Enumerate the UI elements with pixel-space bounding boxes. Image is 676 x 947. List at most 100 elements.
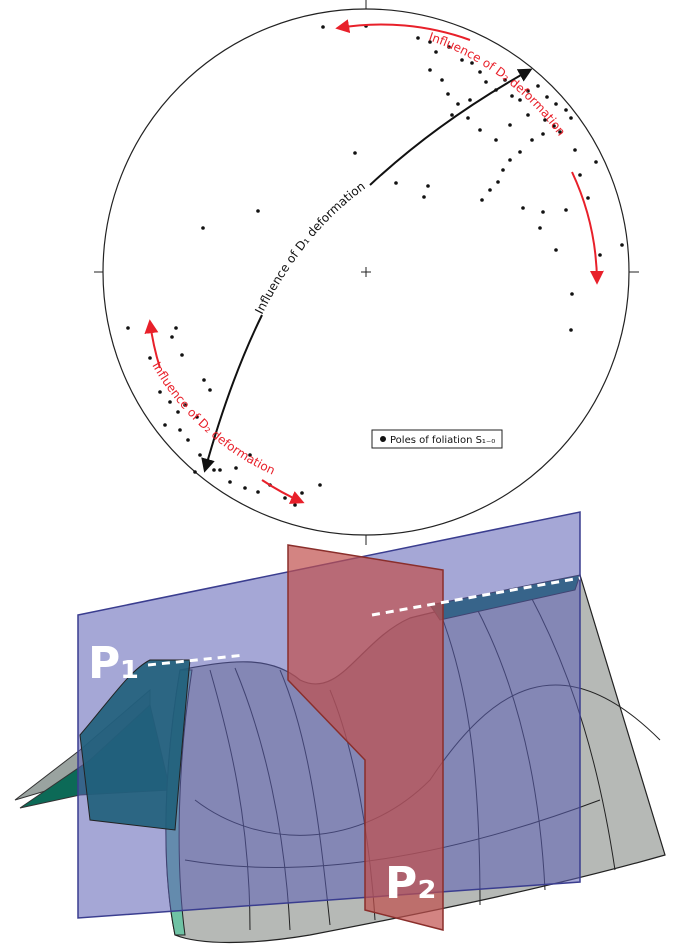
- hinge-line-p1: [147, 653, 246, 667]
- pole-point: [484, 80, 488, 84]
- hinge-line-p2: [371, 576, 581, 617]
- pole-point: [570, 292, 574, 296]
- pole-point: [569, 116, 573, 120]
- d2-arrow-upper-right: [571, 171, 604, 285]
- p2-label: P₂: [385, 858, 437, 909]
- d1-label: Influence of D₁ deformation: [252, 179, 368, 316]
- cardinal-ticks: [94, 0, 639, 545]
- pole-point: [468, 98, 472, 102]
- pole-point: [248, 453, 252, 457]
- pole-point: [318, 483, 322, 487]
- pole-point: [193, 470, 197, 474]
- pole-point: [478, 70, 482, 74]
- pole-point: [170, 335, 174, 339]
- pole-point: [543, 118, 547, 122]
- pole-point: [530, 138, 534, 142]
- pole-point: [518, 98, 522, 102]
- pole-point: [526, 113, 530, 117]
- pole-point: [480, 198, 484, 202]
- pole-point: [503, 78, 507, 82]
- p1-section: [79, 659, 191, 831]
- pole-point: [428, 68, 432, 72]
- pole-point: [183, 403, 187, 407]
- pole-points: [126, 24, 624, 507]
- pole-point: [552, 124, 556, 128]
- pole-point: [538, 226, 542, 230]
- pole-point: [428, 40, 432, 44]
- pole-point: [594, 160, 598, 164]
- d2-arrow-lower-right: [261, 479, 305, 504]
- pole-point: [283, 496, 287, 500]
- pole-point: [598, 253, 602, 257]
- pole-point: [620, 243, 624, 247]
- pole-point: [228, 480, 232, 484]
- d1-arrow-lower: [201, 314, 263, 473]
- pole-point: [510, 94, 514, 98]
- pole-point: [293, 503, 297, 507]
- pole-point: [321, 25, 325, 29]
- pole-point: [353, 151, 357, 155]
- pole-point: [573, 148, 577, 152]
- d2-label-lower: Influence of D₂ deformation: [149, 359, 277, 477]
- pole-point: [494, 138, 498, 142]
- pole-point: [478, 128, 482, 132]
- d2-arrow-lower-left: [144, 319, 161, 369]
- pole-point: [180, 353, 184, 357]
- pole-point: [558, 130, 562, 134]
- pole-point: [426, 184, 430, 188]
- pole-point: [536, 84, 540, 88]
- pole-point: [434, 50, 438, 54]
- pole-point: [176, 410, 180, 414]
- pole-point: [208, 388, 212, 392]
- stereonet: Influence of D₂ deformation Influence of…: [94, 0, 639, 545]
- pole-point: [541, 132, 545, 136]
- pole-point: [460, 58, 464, 62]
- pole-point: [450, 113, 454, 117]
- pole-point: [496, 180, 500, 184]
- pole-point: [521, 206, 525, 210]
- pole-point: [466, 116, 470, 120]
- d1-arrow-upper: [369, 68, 533, 186]
- pole-point: [501, 168, 505, 172]
- pole-point: [126, 326, 130, 330]
- pole-point: [554, 102, 558, 106]
- pole-point: [256, 490, 260, 494]
- pole-point: [470, 61, 474, 65]
- pole-point: [394, 181, 398, 185]
- pole-point: [518, 150, 522, 154]
- pole-point: [446, 92, 450, 96]
- pole-point: [456, 102, 460, 106]
- pole-point: [201, 226, 205, 230]
- block-diagram: P₁ P₂: [14, 511, 666, 944]
- pole-point: [564, 208, 568, 212]
- pole-point: [300, 491, 304, 495]
- p1-label: P₁: [88, 638, 140, 689]
- pole-point: [168, 400, 172, 404]
- plane-p2: [287, 544, 444, 931]
- legend-marker: [380, 436, 386, 442]
- pole-point: [198, 453, 202, 457]
- pole-point: [186, 438, 190, 442]
- pole-point: [440, 78, 444, 82]
- pole-point: [541, 210, 545, 214]
- d2-arrow-upper-left: [335, 19, 471, 41]
- pole-point: [158, 390, 162, 394]
- pole-point: [569, 328, 573, 332]
- pole-point: [202, 378, 206, 382]
- legend-label: Poles of foliation S₁₋₀: [390, 435, 495, 446]
- pole-point: [488, 188, 492, 192]
- pole-point: [218, 468, 222, 472]
- pole-point: [564, 108, 568, 112]
- pole-point: [256, 209, 260, 213]
- pole-point: [243, 486, 247, 490]
- pole-point: [526, 89, 530, 93]
- pole-point: [545, 95, 549, 99]
- pole-point: [208, 460, 212, 464]
- pole-point: [586, 196, 590, 200]
- pole-point: [422, 195, 426, 199]
- pole-point: [163, 423, 167, 427]
- pole-point: [578, 173, 582, 177]
- pole-point: [195, 415, 199, 419]
- pole-point: [212, 468, 216, 472]
- legend: Poles of foliation S₁₋₀: [371, 429, 503, 449]
